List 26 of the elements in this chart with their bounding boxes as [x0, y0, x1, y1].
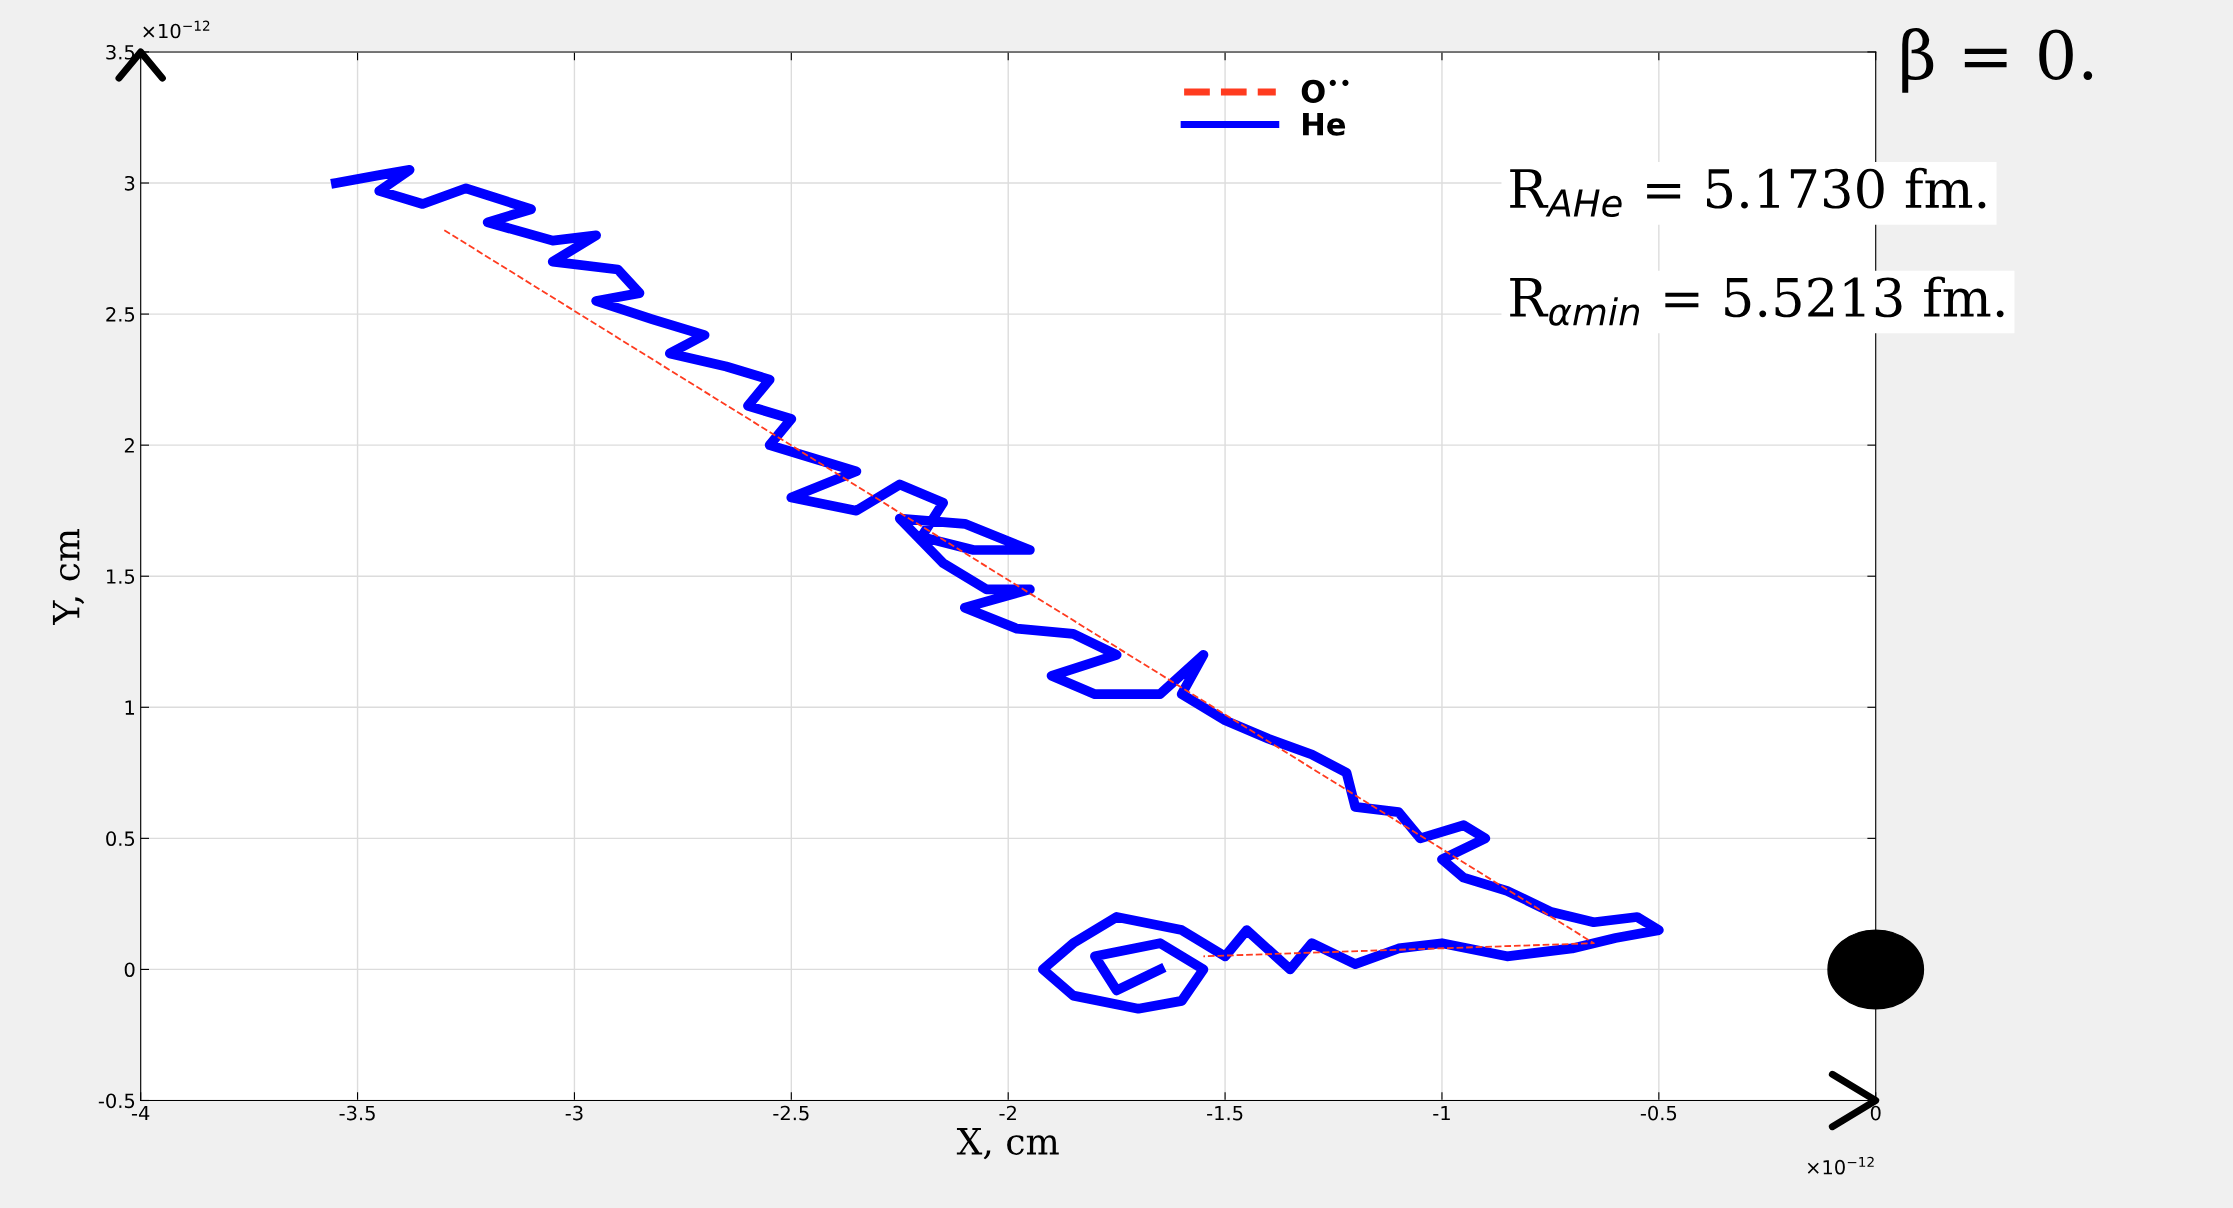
x-tick-label: -2 — [999, 1105, 1016, 1121]
x-tick-label: -3 — [565, 1105, 583, 1121]
y-tick-label: 2 — [124, 438, 134, 453]
annotation: R$_{αmin}$ = 5.5213 fm. — [1510, 276, 2004, 326]
y-tick-label: 3 — [124, 175, 135, 191]
x-axis-title: X, cm — [956, 1128, 1059, 1160]
x-tick-label: -1 — [1433, 1105, 1450, 1121]
text: ×10$^{−12}$ — [143, 20, 210, 39]
x-tick-label: -0.5 — [1640, 1105, 1677, 1121]
x-tick-label: -3.5 — [339, 1105, 375, 1121]
x-tick-label: 0 — [1870, 1105, 1881, 1121]
y-tick-label: 3.5 — [106, 44, 135, 60]
text: ×10$^{−12}$ — [1807, 1156, 1874, 1175]
y-tick-label: -0.5 — [98, 1093, 135, 1109]
x-tick-label: -1.5 — [1207, 1105, 1243, 1121]
text: β = 0. — [1902, 27, 2093, 93]
y-tick-label: 2.5 — [106, 307, 135, 322]
x-tick-label: -2.5 — [773, 1105, 809, 1121]
y-tick-label: 0 — [124, 962, 135, 978]
legend-label: O$^{••}$ — [1301, 79, 1349, 103]
y-axis-title: Y, cm — [52, 528, 85, 625]
annotation: R$_{AHe}$ = 5.1730 fm. — [1510, 167, 1986, 218]
y-tick-label: 0.5 — [106, 831, 135, 847]
y-tick-label: 1 — [125, 700, 135, 715]
legend-label: He — [1303, 113, 1346, 136]
y-tick-label: 1.5 — [107, 569, 135, 584]
